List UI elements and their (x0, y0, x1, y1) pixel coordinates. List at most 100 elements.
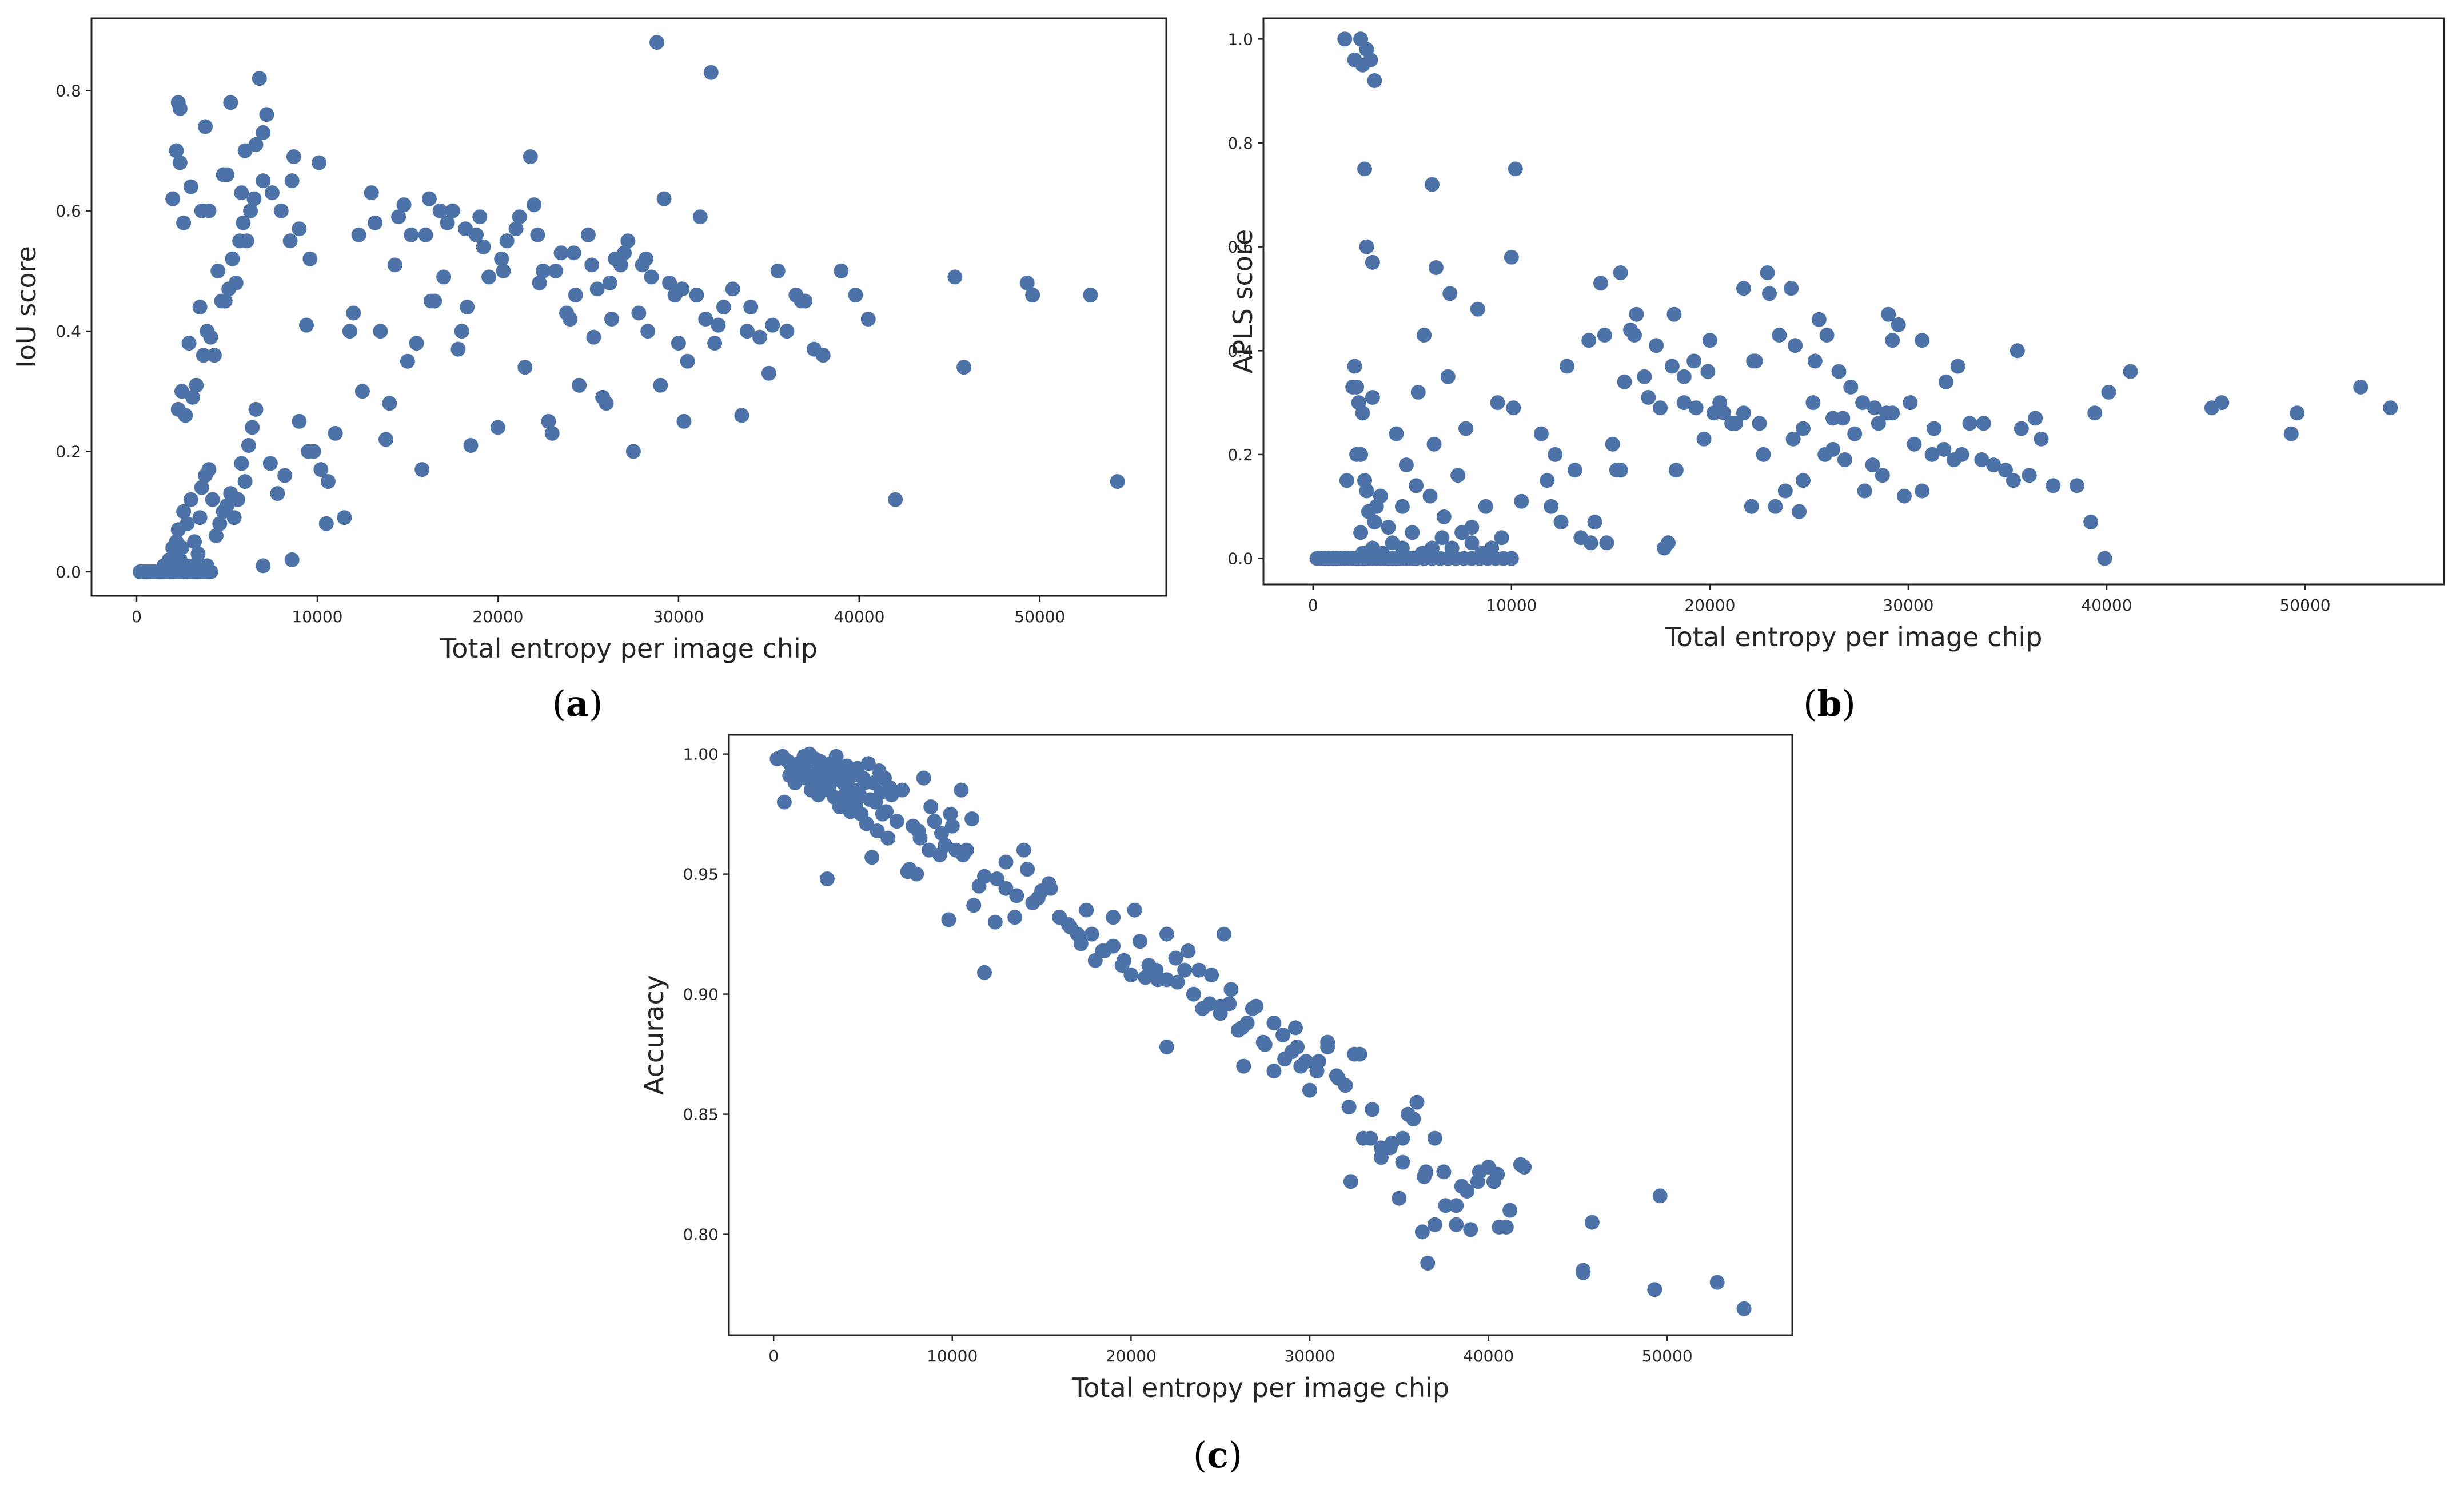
scatter-point (237, 474, 253, 489)
x-tick-label: 50000 (2280, 596, 2331, 615)
scatter-point (436, 269, 452, 285)
scatter-point (1434, 530, 1450, 546)
scatter-point (815, 348, 831, 363)
scatter-point (318, 516, 334, 531)
scatter-point (1337, 31, 1353, 47)
scatter-point (1915, 333, 1930, 348)
scatter-point (568, 288, 583, 302)
x-tick-label: 10000 (927, 1347, 978, 1365)
scatter-point (743, 300, 759, 314)
scatter-point (1772, 328, 1787, 343)
x-tick-label: 50000 (1014, 607, 1065, 626)
scatter-point (707, 336, 723, 351)
y-axis-label: Accuracy (639, 975, 669, 1095)
scatter-point (494, 251, 509, 266)
x-axis-label: Total entropy per image chip (1665, 622, 2043, 652)
scatter-point (259, 107, 274, 122)
scatter-point (1637, 369, 1652, 384)
scatter-point (1428, 260, 1444, 275)
scatter-point (1410, 384, 1426, 400)
scatter-point (613, 257, 628, 273)
scatter-point (432, 203, 448, 218)
scatter-point (1016, 842, 1031, 858)
scatter-point (1359, 239, 1374, 254)
scatter-point (909, 866, 924, 882)
scatter-point (703, 65, 719, 80)
scatter-point (450, 341, 466, 357)
scatter-point (966, 898, 982, 913)
scatter-point (1025, 288, 1040, 302)
scatter-point (454, 324, 469, 339)
scatter-point (1855, 395, 1871, 411)
scatter-point (194, 203, 209, 218)
scatter-point (183, 492, 198, 507)
y-tick-label: 0.6 (1227, 238, 1253, 257)
scatter-point (912, 830, 928, 846)
scatter-point (176, 504, 192, 519)
scatter-point (1355, 1130, 1371, 1146)
panel-label-c: (c) (1193, 1434, 1242, 1476)
scatter-point (676, 413, 692, 429)
scatter-point (205, 492, 220, 507)
scatter-point (857, 775, 872, 790)
scatter-point (1998, 463, 2013, 478)
scatter-point (1320, 1040, 1335, 1054)
scatter-point (1583, 535, 1598, 551)
scatter-point (1599, 535, 1614, 551)
scatter-point (1400, 1106, 1416, 1122)
scatter-point (1052, 910, 1067, 925)
scatter-point (194, 480, 209, 495)
scatter-point (1472, 1164, 1487, 1180)
scatter-point (602, 275, 617, 290)
scatter-point (1825, 441, 1841, 457)
x-tick-label: 0 (131, 607, 142, 626)
scatter-point (1587, 515, 1602, 529)
scatter-point (1617, 374, 1632, 389)
scatter-point (1728, 416, 1743, 431)
scatter-point (414, 462, 430, 477)
scatter-point (2097, 551, 2112, 566)
scatter-point (1009, 888, 1024, 903)
scatter-point (2022, 468, 2037, 483)
x-tick-label: 30000 (1284, 1347, 1335, 1365)
scatter-point (1266, 1016, 1282, 1030)
scatter-point (192, 510, 208, 525)
scatter-point (169, 143, 184, 158)
scatter-point (1230, 1022, 1246, 1038)
scatter-point (1915, 483, 1930, 499)
scatter-point (1811, 312, 1827, 327)
scatter-point (1484, 540, 1500, 556)
scatter-point (927, 814, 942, 829)
scatter-point (1409, 478, 1424, 493)
scatter-series-b (1309, 31, 2398, 566)
scatter-point (212, 516, 228, 531)
scatter-point (860, 312, 876, 327)
y-tick-label: 0.85 (683, 1105, 719, 1124)
scatter-series-c (769, 746, 1752, 1316)
scatter-point (1986, 457, 2001, 473)
scatter-point (292, 221, 307, 237)
scatter-point (752, 329, 768, 345)
scatter-point (589, 281, 605, 297)
scatter-point (1490, 395, 1505, 411)
scatter-point (2083, 515, 2099, 529)
scatter-point (1605, 436, 1620, 452)
scatter-point (216, 167, 231, 182)
scatter-point (1422, 488, 1438, 504)
scatter-point (517, 360, 533, 375)
scatter-point (230, 492, 245, 507)
x-tick-label: 40000 (834, 607, 884, 626)
scatter-point (320, 474, 336, 489)
scatter-point (1709, 1275, 1725, 1290)
scatter-point (187, 534, 202, 550)
scatter-point (373, 324, 388, 339)
x-tick-label: 10000 (292, 607, 342, 626)
scatter-point (382, 396, 397, 411)
scatter-point (225, 251, 240, 266)
scatter-point (172, 552, 188, 567)
scatter-point (265, 185, 280, 201)
scatter-point (1365, 390, 1380, 405)
scatter-point (1777, 483, 1793, 499)
scatter-point (1367, 73, 1382, 88)
scatter-point (1700, 364, 1716, 379)
